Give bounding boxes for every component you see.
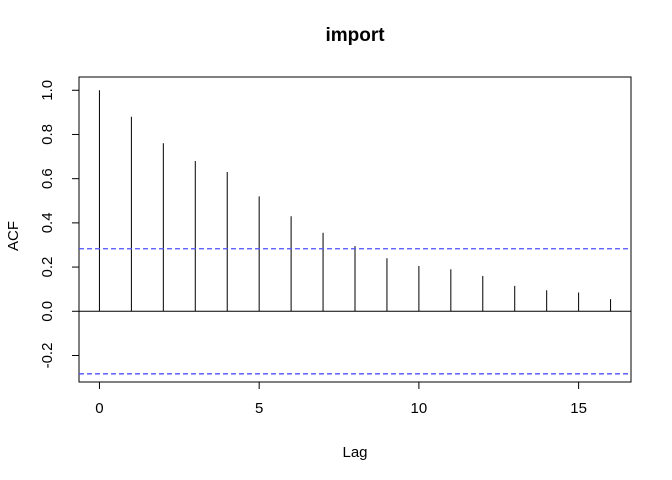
x-axis-label: Lag (342, 444, 367, 461)
y-tick-label: 1.0 (39, 80, 56, 101)
x-axis: 0 5 10 15 (95, 381, 587, 417)
plot-frame (78, 76, 632, 383)
x-tick-label: 15 (570, 400, 587, 417)
acf-bars (79, 90, 631, 375)
y-tick-label: 0.4 (39, 212, 56, 233)
x-tick-label: 10 (411, 400, 428, 417)
y-tick-label: 0.8 (39, 124, 56, 145)
x-tick-label: 0 (95, 400, 103, 417)
y-axis: -0.2 0.0 0.2 0.4 0.6 0.8 1.0 (39, 80, 80, 369)
y-axis-label: ACF (5, 221, 22, 251)
y-tick-label: -0.2 (39, 343, 56, 369)
y-tick-label: 0.2 (39, 257, 56, 278)
chart-title: import (325, 25, 385, 46)
y-tick-label: 0.6 (39, 168, 56, 189)
y-tick-label: 0.0 (39, 301, 56, 322)
x-tick-label: 5 (255, 400, 263, 417)
